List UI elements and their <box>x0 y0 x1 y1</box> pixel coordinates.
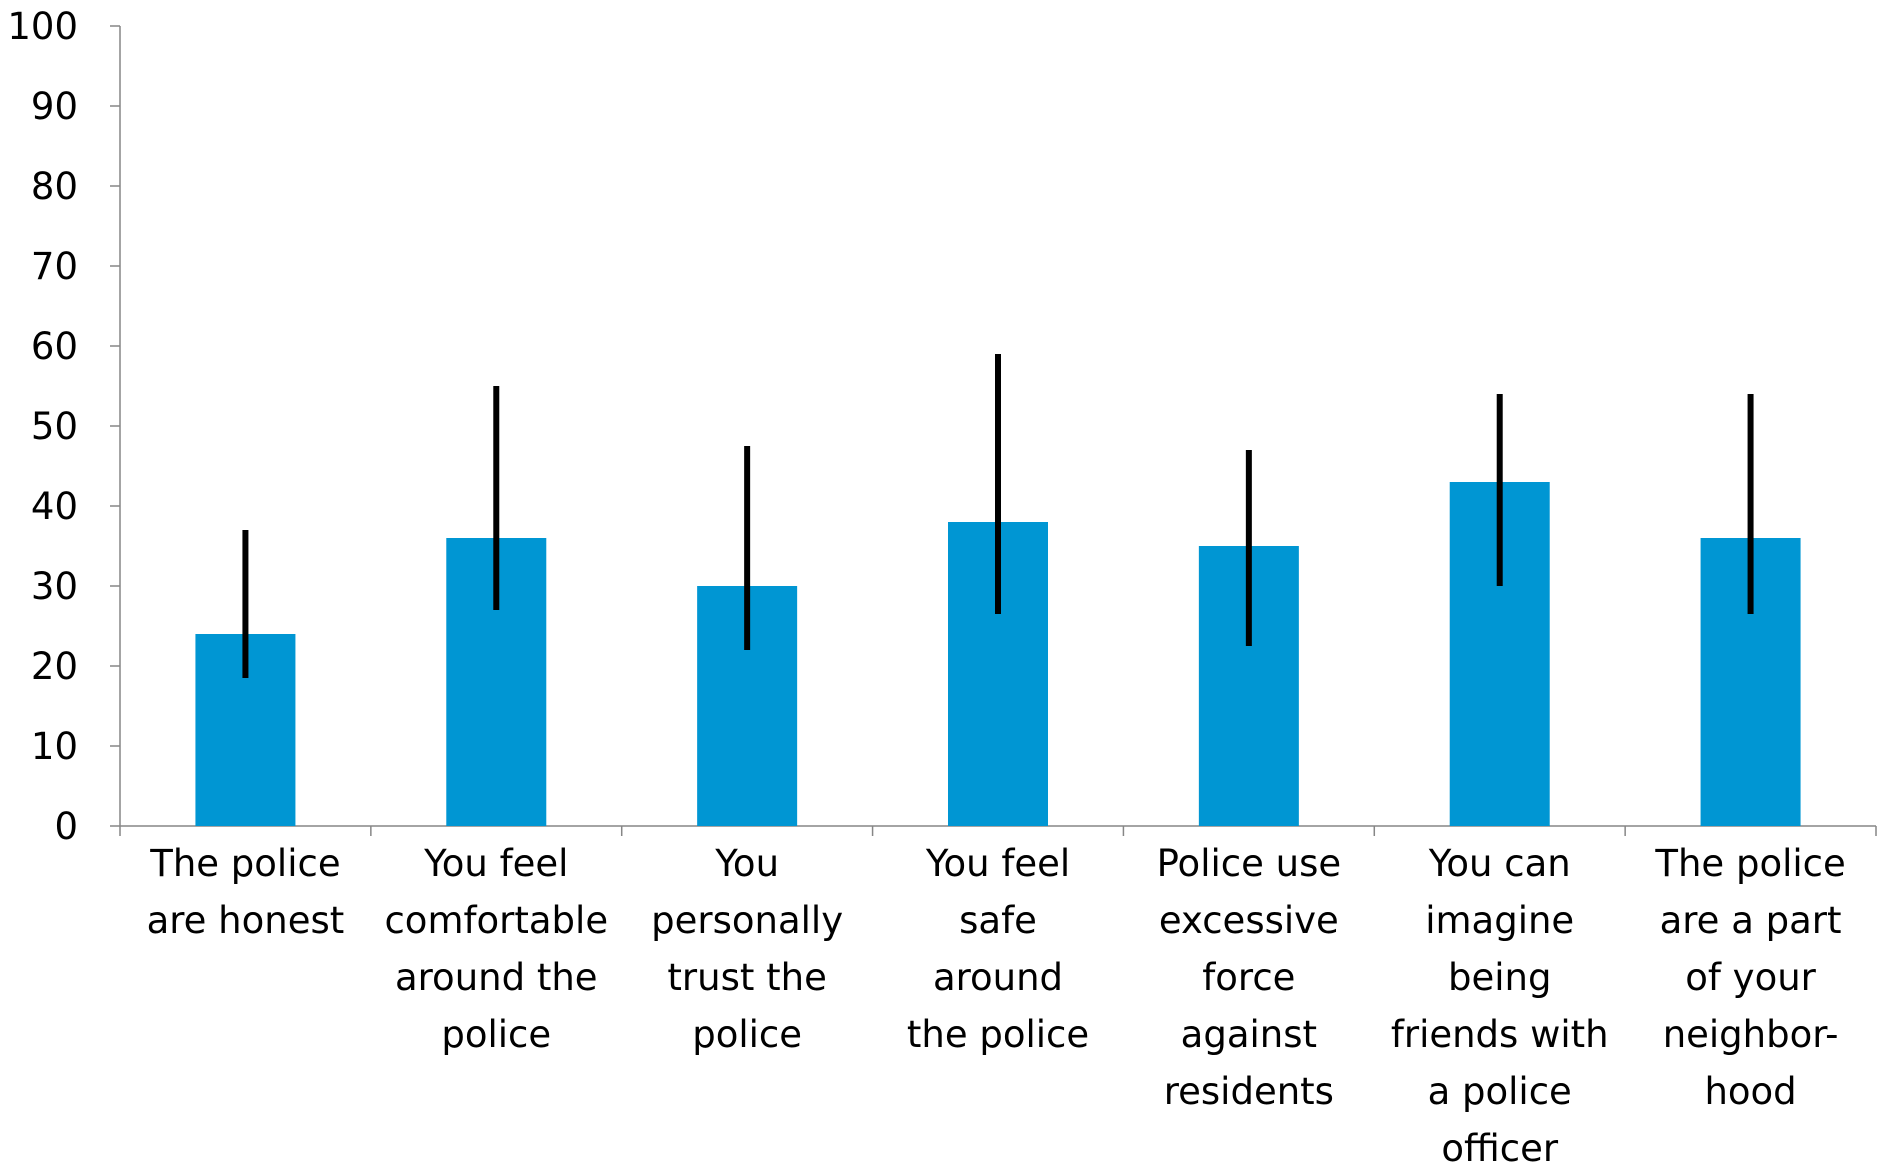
x-tick-label: You feel comfortable around the police <box>384 842 608 1056</box>
y-tick-label: 0 <box>54 805 78 848</box>
y-tick-label: 30 <box>31 565 78 608</box>
y-tick-label: 90 <box>31 85 78 128</box>
y-tick-label: 70 <box>31 245 78 288</box>
y-tick-label: 80 <box>31 165 78 208</box>
x-tick-label: You can imagine being friends with a police o… <box>1391 842 1609 1170</box>
y-tick-label: 20 <box>31 645 78 688</box>
y-tick-label: 60 <box>31 325 78 368</box>
x-tick-label: You personally trust the police <box>651 842 843 1056</box>
x-tick-label: Police use excessive force against residents <box>1157 842 1342 1113</box>
y-tick-label: 10 <box>31 725 78 768</box>
x-tick-label: The police are honest <box>147 842 345 942</box>
y-tick-label: 100 <box>7 5 78 48</box>
x-tick-label: You feel safe around the police <box>907 842 1089 1056</box>
y-tick-label: 50 <box>31 405 78 448</box>
y-tick-label: 40 <box>31 485 78 528</box>
x-tick-label: The police are a part of your neighbor-hood <box>1654 842 1845 1113</box>
